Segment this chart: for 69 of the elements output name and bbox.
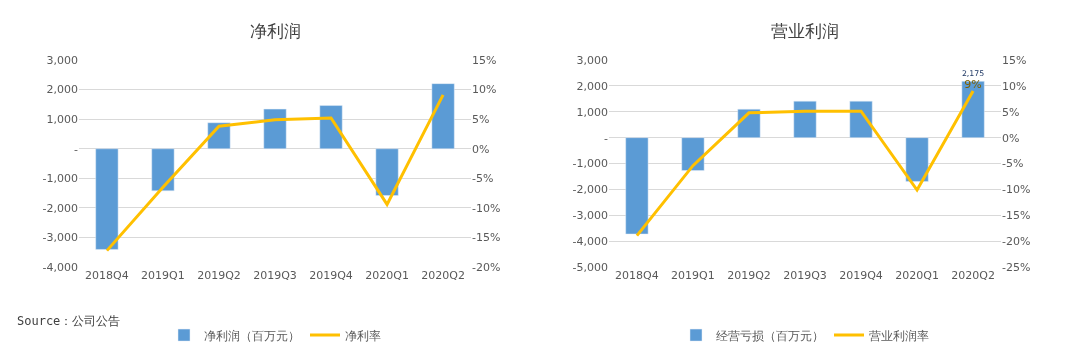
bar: [319, 105, 343, 150]
x-tick-label: 2018Q4: [615, 269, 659, 283]
y2-tick-label: -10%: [472, 201, 501, 215]
chart-title: 营业利润: [771, 21, 839, 41]
bar: [905, 137, 929, 182]
x-tick-label: 2020Q1: [365, 269, 409, 283]
y-tick-label: -2,000: [572, 183, 608, 197]
y2-tick-label: 10%: [1002, 79, 1027, 93]
y2-tick-label: 0%: [1002, 131, 1020, 145]
y-tick-label: -4,000: [572, 235, 608, 249]
x-tick-label: 2019Q3: [783, 269, 827, 283]
bar: [263, 108, 287, 150]
y-tick-label: -3,000: [572, 209, 608, 223]
y-tick-label: -: [603, 131, 608, 145]
y-tick-label: 1,000: [46, 113, 78, 127]
x-tick-label: 2019Q1: [141, 269, 185, 283]
y-tick-label: 3,000: [46, 53, 78, 67]
y2-tick-label: -5%: [472, 172, 494, 186]
y2-tick-label: 15%: [472, 53, 497, 67]
y-tick-label: -3,000: [42, 231, 78, 245]
y2-tick-label: 0%: [472, 142, 490, 156]
y2-tick-label: -5%: [1002, 157, 1024, 171]
legend-label: 营业利润率: [869, 328, 929, 343]
y2-tick-label: -25%: [1002, 261, 1031, 275]
legend-label: 净利润（百万元）: [204, 328, 300, 343]
y-tick-label: 2,000: [46, 83, 78, 97]
x-tick-label: 2019Q3: [253, 269, 297, 283]
y2-tick-label: 15%: [1002, 53, 1027, 67]
y2-tick-label: -20%: [472, 261, 501, 275]
bar: [375, 148, 399, 196]
x-tick-label: 2019Q2: [197, 269, 241, 283]
x-tick-label: 2020Q1: [895, 269, 939, 283]
line-series: [635, 89, 975, 238]
x-tick-label: 2019Q4: [309, 269, 353, 283]
y2-tick-label: -15%: [472, 231, 501, 245]
y-tick-label: -1,000: [572, 157, 608, 171]
y2-tick-label: -20%: [1002, 235, 1031, 249]
x-tick-label: 2019Q2: [727, 269, 771, 283]
y-tick-label: 3,000: [576, 53, 608, 67]
y2-tick-label: -10%: [1002, 183, 1031, 197]
bar: [681, 137, 705, 171]
y-tick-label: -1,000: [42, 172, 78, 186]
bar: [95, 148, 119, 250]
y-tick-label: 2,000: [576, 79, 608, 93]
y-tick-label: -2,000: [42, 201, 78, 215]
bar: [961, 81, 985, 138]
x-tick-label: 2019Q1: [671, 269, 715, 283]
y2-tick-label: 5%: [1002, 105, 1020, 119]
bar: [625, 137, 649, 235]
x-tick-label: 2019Q4: [839, 269, 883, 283]
chart-title: 净利润: [250, 21, 301, 41]
legend-label: 经营亏损（百万元）: [716, 328, 824, 343]
data-label: 9%: [964, 78, 982, 92]
bar: [793, 100, 817, 138]
bar: [431, 83, 455, 150]
y-tick-label: -4,000: [42, 261, 78, 275]
y-tick-label: -: [73, 142, 78, 156]
x-tick-label: 2020Q2: [951, 269, 995, 283]
y-tick-label: 1,000: [576, 105, 608, 119]
source-note: Source：公司公告: [17, 314, 121, 328]
y2-tick-label: 5%: [472, 113, 490, 127]
y2-tick-label: -15%: [1002, 209, 1031, 223]
x-tick-label: 2018Q4: [85, 269, 129, 283]
y2-tick-label: 10%: [472, 83, 497, 97]
bar: [151, 148, 175, 192]
legend-label: 净利率: [345, 328, 381, 343]
line-series: [105, 93, 445, 253]
x-tick-label: 2020Q2: [421, 269, 465, 283]
y-tick-label: -5,000: [572, 261, 608, 275]
